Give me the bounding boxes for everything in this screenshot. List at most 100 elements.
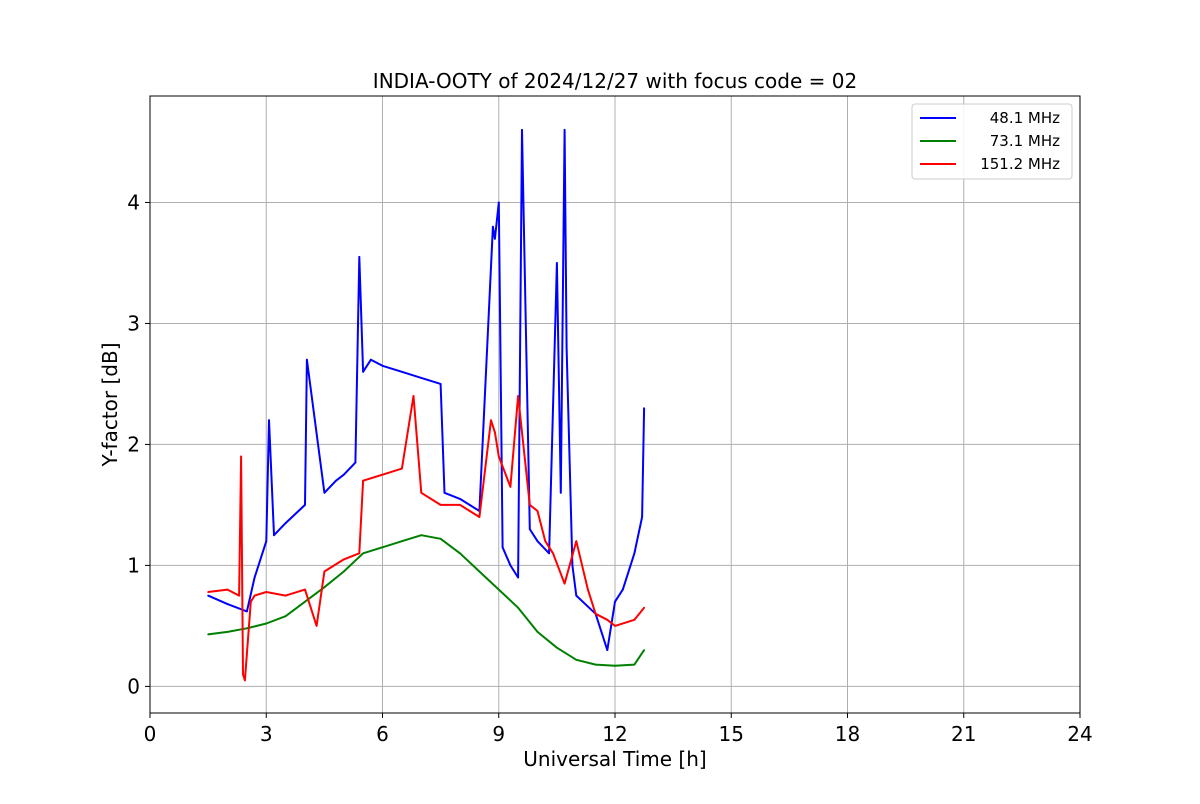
series-3-point [575, 540, 578, 543]
series-3-point [594, 612, 597, 615]
series-2-point [497, 588, 500, 591]
x-tick-label: 15 [719, 722, 744, 746]
x-tick-label: 9 [492, 722, 505, 746]
series-1-point [401, 370, 403, 373]
series-1-point [439, 383, 442, 385]
series-3-point [536, 510, 539, 512]
series-2-point [517, 606, 519, 609]
series-2-point [478, 570, 481, 573]
series-3-point [381, 473, 384, 476]
series-2-point [643, 649, 645, 651]
series-1-point [304, 504, 306, 506]
series-2-point [284, 615, 287, 618]
series-3-point [528, 504, 531, 506]
series-3-point [439, 504, 442, 506]
series-1-point [494, 237, 496, 240]
x-tick-label: 24 [1067, 722, 1092, 746]
series-2-point [265, 622, 268, 625]
series-2-point [226, 631, 229, 633]
series-3-point [478, 516, 481, 518]
series-2-point [246, 627, 248, 630]
x-tick-label: 21 [951, 722, 976, 746]
legend-label-2: 73.1 MHz [990, 132, 1060, 150]
series-3-point [238, 594, 241, 597]
series-3-point [249, 600, 252, 603]
series-2-point [401, 540, 403, 543]
series-3-point [242, 673, 244, 676]
series-3-point [587, 588, 589, 591]
series-1-point [323, 491, 326, 494]
y-tick-label: 2 [127, 432, 140, 456]
series-1-point [606, 649, 609, 651]
series-1-point [621, 588, 624, 591]
x-tick-label: 6 [376, 722, 389, 746]
legend: 48.1 MHz 73.1 MHz 151.2 MHz [911, 103, 1073, 180]
series-1-point [492, 225, 494, 228]
series-3-point [509, 485, 512, 488]
series-3-point [315, 625, 318, 627]
series-3-point [606, 618, 609, 621]
series-1-point [563, 129, 566, 131]
series-1-point [501, 546, 504, 549]
series-3-point [358, 552, 361, 555]
series-1-point [207, 594, 210, 597]
series-1-point [306, 358, 308, 361]
series-1-point [459, 498, 461, 500]
series-3-point [265, 591, 268, 593]
series-line-3 [207, 395, 645, 682]
chart-title: INDIA-OOTY of 2024/12/27 with focus code… [373, 69, 857, 93]
series-2-point [459, 552, 461, 555]
series-3-point [412, 395, 415, 397]
series-3-point [401, 467, 403, 470]
series-3-point [342, 558, 345, 561]
series-1-point [370, 358, 372, 361]
y-axis-label: Y-factor [dB] [98, 342, 122, 467]
series-1-point [559, 491, 562, 494]
series-1-point [548, 552, 550, 555]
series-1-point [565, 346, 568, 349]
series-3-point [490, 419, 492, 422]
series-2-point [420, 534, 423, 537]
series-1-point [246, 610, 248, 613]
series-1-point [273, 534, 275, 537]
series-2-point [594, 663, 597, 666]
series-3-point [207, 591, 210, 593]
series-1-point [268, 419, 270, 422]
series-3-point [362, 479, 364, 482]
x-tick-label: 12 [602, 722, 627, 746]
series-3-point [304, 588, 306, 591]
series-line-2 [207, 534, 645, 667]
series-3-point [563, 582, 566, 585]
series-2-point [633, 663, 636, 666]
series-1-point [643, 407, 645, 409]
series-2-point [536, 631, 539, 633]
series-3-point [552, 552, 554, 555]
x-tick-label: 3 [260, 722, 273, 746]
series-2-point [556, 646, 558, 649]
series-1-point [253, 576, 256, 579]
y-tick-label: 1 [127, 553, 140, 577]
series-1-point [614, 600, 616, 603]
y-tick-label: 0 [127, 674, 140, 698]
series-3-point [459, 504, 461, 506]
series-1-point [342, 473, 345, 476]
series-2-point [304, 600, 306, 603]
series-3-point [240, 455, 243, 458]
series-3-point [614, 625, 616, 627]
legend-box [911, 103, 1073, 180]
series-3-point [544, 540, 547, 543]
series-3-point [284, 594, 287, 597]
series-1-point [354, 461, 357, 464]
series-3-point [633, 618, 636, 621]
series-1-point [641, 516, 643, 518]
series-1-point [420, 377, 423, 379]
series-1-point [536, 540, 539, 543]
x-axis-ticks: 0 3 6 9 12 15 18 21 24 [144, 713, 1093, 746]
series-3-point [323, 570, 326, 573]
series-3-point [643, 606, 645, 609]
series-2-point [323, 586, 326, 589]
series-1-point [226, 603, 229, 605]
series-1-point [521, 129, 523, 131]
